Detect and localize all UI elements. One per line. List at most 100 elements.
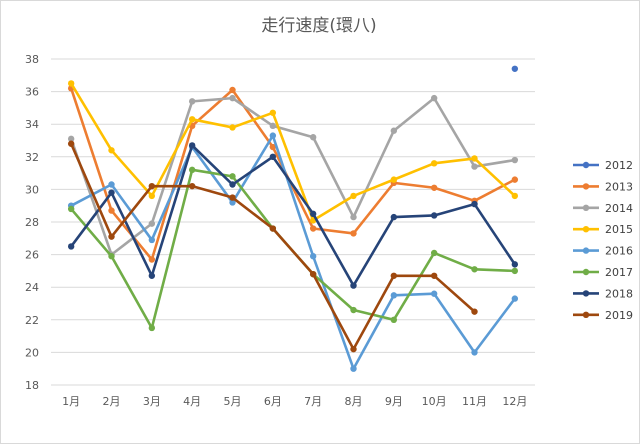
data-point [390,292,398,299]
legend-item: 2019 [573,309,633,322]
data-point [188,182,196,190]
y-tick-label: 26 [25,249,39,262]
legend-item: 2017 [573,266,633,279]
data-point [148,192,156,200]
data-point [108,253,115,260]
x-tick-label: 8月 [345,395,363,408]
series-2015 [67,80,519,224]
data-point [108,181,115,188]
x-tick-label: 2月 [103,395,121,408]
data-point [108,207,115,214]
legend-marker [582,161,590,169]
series-lines [67,65,519,372]
legend-item: 2014 [573,202,633,215]
data-point [148,182,156,190]
data-point [67,135,75,143]
data-point [229,181,236,188]
legend-marker [582,226,590,233]
y-tick-label: 20 [25,346,39,359]
legend-label: 2017 [605,266,633,279]
data-point [511,156,519,164]
data-point [430,160,438,167]
data-point [511,261,519,268]
data-point [229,86,236,94]
x-tick-label: 9月 [385,395,403,408]
data-point [229,199,236,206]
data-point [471,308,478,315]
data-point [148,272,156,279]
chart-title: 走行速度(環八) [261,16,376,36]
y-tick-label: 24 [25,281,39,294]
data-point [511,65,519,72]
y-tick-label: 30 [25,183,39,196]
data-point [430,249,438,257]
x-tick-label: 12月 [502,395,527,408]
data-point [309,270,317,278]
y-tick-label: 38 [25,53,39,66]
series-line [69,87,517,261]
y-tick-label: 36 [25,86,39,99]
y-axis-ticks: 18 20 22 24 26 28 30 32 34 36 38 [25,53,39,392]
y-tick-label: 34 [25,118,39,131]
series-2012 [511,65,519,72]
data-point [430,212,438,219]
series-line [69,134,517,371]
legend-label: 2019 [605,309,633,322]
data-point [67,205,75,213]
legend-item: 2015 [573,223,633,236]
x-axis-ticks: 1月 2月 3月 4月 5月 6月 7月 8月 9月 10月 11月 12月 [62,395,527,408]
data-point [430,184,438,191]
x-tick-label: 4月 [183,395,201,408]
data-point [390,272,398,279]
data-point [108,189,115,196]
data-point [350,345,357,353]
x-tick-label: 10月 [422,395,447,408]
legend-item: 2013 [573,180,633,193]
x-tick-label: 6月 [264,395,282,408]
data-point [350,213,357,221]
x-tick-label: 3月 [143,395,161,408]
legend-label: 2013 [605,180,633,193]
data-point [108,233,115,240]
series-line [69,144,517,287]
data-point [471,163,478,170]
data-point [269,109,277,116]
x-tick-label: 11月 [462,395,487,408]
legend-marker [582,311,590,318]
data-point [229,94,236,102]
data-point [511,267,519,275]
series-2017 [67,166,519,332]
data-point [390,213,398,221]
data-point [511,192,519,200]
series-2019 [67,140,478,353]
legend: 2012 2013 2014 2015 2016 2017 2018 2019 [573,159,633,322]
series-2016 [67,132,519,372]
y-tick-label: 32 [25,151,39,164]
data-point [148,220,156,227]
legend-marker [582,247,590,254]
legend-marker [582,204,590,211]
gridlines [51,58,535,386]
legend-item: 2012 [573,159,633,172]
legend-marker [582,268,590,276]
legend-label: 2018 [605,287,633,300]
y-tick-label: 18 [25,379,39,392]
data-point [229,173,236,180]
data-point [188,142,196,149]
legend-item: 2018 [573,287,633,300]
data-point [309,253,317,260]
data-point [390,316,398,323]
data-point [269,225,277,232]
data-point [390,176,398,183]
legend-marker [582,183,590,190]
legend-item: 2016 [573,245,633,258]
data-point [188,116,196,123]
data-point [309,210,317,218]
x-tick-label: 5月 [224,395,242,408]
data-point [390,127,398,134]
y-tick-label: 22 [25,314,39,327]
data-point [269,122,277,130]
data-point [108,147,115,154]
